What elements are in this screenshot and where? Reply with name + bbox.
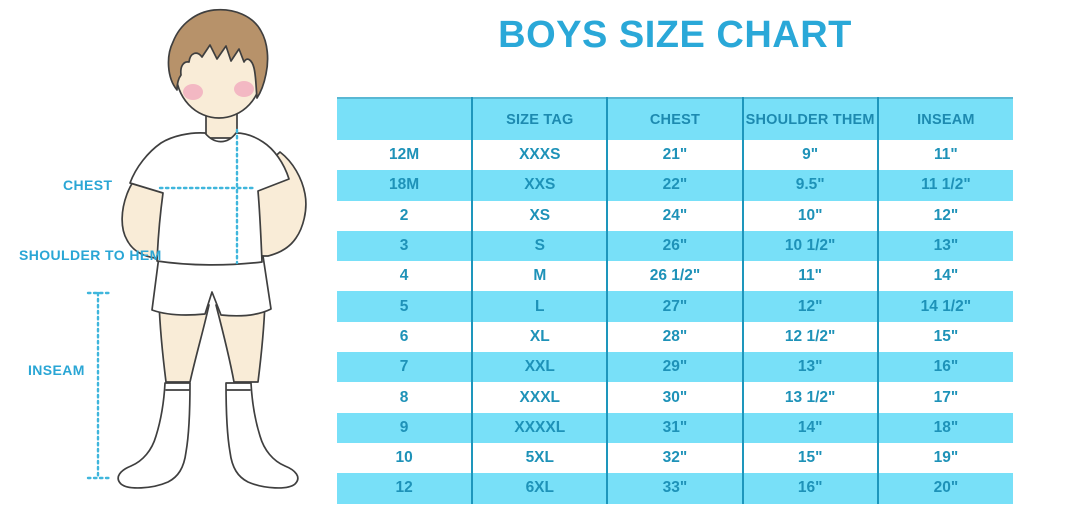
table-cell: 11" xyxy=(742,261,879,292)
table-cell: 15" xyxy=(933,327,959,345)
table-cell: 2 xyxy=(337,200,474,231)
table-cell: 8 xyxy=(337,382,474,413)
table-cell: 14 1/2" xyxy=(920,297,972,315)
table-cell: 30" xyxy=(607,382,744,413)
table-cell: XXXS xyxy=(472,140,609,171)
hair xyxy=(167,8,269,99)
table-cell: 16" xyxy=(933,358,959,376)
table-cell: 3 xyxy=(337,230,474,262)
table-cell: 12" xyxy=(933,206,959,224)
table-cell: 16" xyxy=(742,473,879,504)
table-cell: 10 xyxy=(337,442,474,474)
table-cell: 10 1/2" xyxy=(742,230,879,262)
column-header xyxy=(337,98,474,140)
column-header: CHEST xyxy=(607,98,744,140)
table-cell: 13 1/2" xyxy=(742,382,879,413)
table-cell: 6 xyxy=(337,321,474,353)
table-cell: 29" xyxy=(607,352,744,383)
table-row: 3 S 26" 10 1/2" 13" xyxy=(337,230,1013,262)
table-cell: XS xyxy=(472,200,609,231)
shorts xyxy=(151,255,272,317)
table-cell: 19" xyxy=(933,449,959,467)
left-sock xyxy=(117,382,191,489)
table-cell: 10" xyxy=(742,200,879,231)
left-leg xyxy=(158,301,210,383)
page-title: BOYS SIZE CHART xyxy=(498,14,852,56)
table-row: 12 6XL 33" 16" 20" xyxy=(337,473,1013,504)
table-cell: 27" xyxy=(607,291,744,322)
table-cell: XL xyxy=(472,321,609,353)
size-table-body: 12M XXXS 21" 9" 11" 18M XXS 22" 9.5" 11 1/2" 2 XS 24… xyxy=(337,140,1013,504)
table-row: 8 XXXL 30" 13 1/2" 17" xyxy=(337,382,1013,413)
boy-illustration xyxy=(86,8,307,489)
table-cell: 12" xyxy=(742,291,879,322)
table-cell: 4 xyxy=(337,261,474,292)
table-cell: 18" xyxy=(933,418,959,436)
table-cell: 26" xyxy=(607,230,744,262)
table-cell: 15" xyxy=(742,442,879,474)
table-row: 6 XL 28" 12 1/2" 15" xyxy=(337,321,1013,353)
table-cell: 20" xyxy=(933,479,959,497)
table-cell: 32" xyxy=(607,442,744,474)
table-cell: XXXL xyxy=(472,382,609,413)
table-cell: 7 xyxy=(337,352,474,383)
table-row: 18M XXS 22" 9.5" 11 1/2" xyxy=(337,170,1013,201)
chest-label: CHEST xyxy=(63,177,113,193)
table-cell: 9 xyxy=(337,412,474,443)
table-cell: 12M xyxy=(337,140,474,171)
table-row: 4 M 26 1/2" 11" 14" xyxy=(337,261,1013,292)
size-table: SIZE TAG CHEST SHOULDER THEM INSEAM 12M XXXS… xyxy=(337,97,1013,504)
table-row: 7 XXL 29" 13" 16" xyxy=(337,352,1013,383)
table-cell: L xyxy=(472,291,609,322)
shirt xyxy=(129,132,290,266)
table-cell: XXXXL xyxy=(472,412,609,443)
table-row: 5 L 27" 12" 14 1/2" xyxy=(337,291,1013,322)
right-leg xyxy=(215,301,266,383)
table-cell: 14" xyxy=(933,267,959,285)
cheek-left xyxy=(183,84,203,100)
table-cell: 12 1/2" xyxy=(742,321,879,353)
table-cell: 11 1/2" xyxy=(921,176,971,194)
table-cell: 5XL xyxy=(472,442,609,474)
table-cell: 5 xyxy=(337,291,474,322)
table-cell: M xyxy=(472,261,609,292)
header-row: SIZE TAG CHEST SHOULDER THEM INSEAM xyxy=(337,98,1013,140)
table-cell: 21" xyxy=(607,140,744,171)
column-header: SHOULDER THEM xyxy=(742,98,879,140)
table-cell: 12 xyxy=(337,473,474,504)
table-cell: XXL xyxy=(472,352,609,383)
table-cell: 18M xyxy=(337,170,474,201)
table-cell: 9" xyxy=(742,140,879,171)
column-header: INSEAM xyxy=(877,98,1013,140)
table-cell: 11" xyxy=(934,146,958,164)
table-cell: 13" xyxy=(742,352,879,383)
table-cell: 14" xyxy=(742,412,879,443)
table-cell: 24" xyxy=(607,200,744,231)
table-cell: 17" xyxy=(933,388,959,406)
right-sock xyxy=(225,382,299,489)
table-row: 10 5XL 32" 15" 19" xyxy=(337,442,1013,474)
table-cell: 6XL xyxy=(472,473,609,504)
table-cell: S xyxy=(472,230,609,262)
inseam-label: INSEAM xyxy=(28,362,85,378)
table-cell: 31" xyxy=(607,412,744,443)
table-cell: 33" xyxy=(607,473,744,504)
table-row: 12M XXXS 21" 9" 11" xyxy=(337,140,1013,171)
table-cell: XXS xyxy=(472,170,609,201)
table-cell: 9.5" xyxy=(742,170,879,201)
table-row: 9 XXXXL 31" 14" 18" xyxy=(337,412,1013,443)
table-cell: 28" xyxy=(607,321,744,353)
table-cell: 26 1/2" xyxy=(607,261,744,292)
table-cell: 13" xyxy=(933,237,959,255)
column-header: SIZE TAG xyxy=(472,98,609,140)
shoulder-to-hem-label: SHOULDER TO HEM xyxy=(19,247,162,263)
table-row: 2 XS 24" 10" 12" xyxy=(337,200,1013,231)
table-cell: 22" xyxy=(607,170,744,201)
cheek-right xyxy=(234,81,254,97)
